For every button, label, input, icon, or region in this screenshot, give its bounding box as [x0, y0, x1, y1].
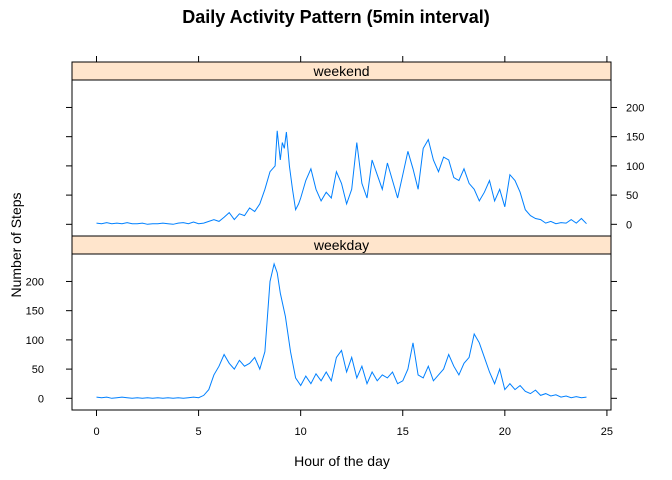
chart-title: Daily Activity Pattern (5min interval): [182, 7, 489, 27]
strip-label-weekend: weekend: [312, 63, 369, 79]
series-line-weekend: [96, 130, 587, 225]
y-tick-label-weekend: 0: [626, 219, 632, 231]
y-tick-label-weekday: 150: [26, 306, 44, 318]
panel-weekday: weekday 0 50 100 150 200: [26, 235, 617, 411]
x-tick-label: 0: [93, 426, 99, 438]
y-tick-label-weekend: 200: [626, 102, 644, 114]
strip-label-weekday: weekday: [313, 237, 369, 253]
y-tick-label-weekday: 50: [32, 364, 44, 376]
series-line-weekday: [96, 262, 587, 399]
y-tick-label-weekday: 200: [26, 276, 44, 288]
x-tick-label: 15: [397, 426, 409, 438]
x-axis-bottom: 0 5 10 15 20 25: [93, 410, 613, 438]
panel-weekend: weekend 0 50 100 150 200: [66, 61, 644, 237]
x-tick-label: 25: [601, 426, 613, 438]
y-axis-title: Number of Steps: [8, 192, 24, 297]
x-axis-title: Hour of the day: [294, 453, 390, 469]
x-tick-label: 10: [295, 426, 307, 438]
y-tick-label-weekday: 0: [38, 393, 44, 405]
panel-border-weekend: [71, 79, 612, 237]
x-axis-top: [96, 56, 608, 62]
y-tick-label-weekend: 50: [626, 190, 638, 202]
x-tick-label: 5: [196, 426, 202, 438]
x-tick-label: 20: [499, 426, 511, 438]
y-tick-label-weekend: 100: [626, 161, 644, 173]
panel-border-weekday: [71, 253, 612, 411]
y-tick-label-weekday: 100: [26, 335, 44, 347]
y-tick-label-weekend: 150: [626, 132, 644, 144]
